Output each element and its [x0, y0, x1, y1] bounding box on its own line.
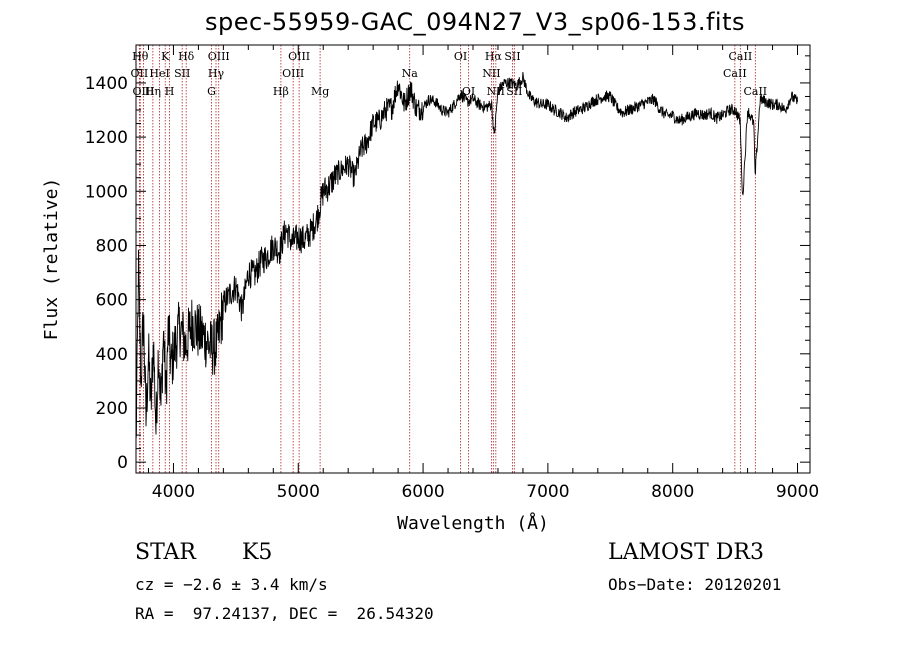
cz-value: cz = −2.6 ± 3.4 km/s	[135, 575, 328, 594]
spectrum-layer	[135, 71, 798, 440]
y-tick-label: 0	[117, 453, 128, 473]
line-marker-label: Hβ	[273, 85, 289, 98]
y-axis-label: Flux (relative)	[41, 178, 62, 341]
chart-title: spec-55959-GAC_094N27_V3_sp06-153.fits	[205, 8, 745, 36]
line-marker-label: NII	[482, 67, 500, 80]
y-tick-label: 600	[96, 291, 128, 311]
line-marker-label: CaII	[729, 50, 753, 63]
line-marker-label: Hγ	[208, 67, 225, 80]
line-marker-label: Hθ	[132, 50, 149, 63]
line-marker-label: K	[161, 50, 170, 63]
line-marker-label: Mg	[311, 85, 329, 98]
line-marker-label: G	[207, 85, 216, 98]
y-tick-label: 200	[96, 399, 128, 419]
x-tick-label: 9000	[776, 482, 819, 502]
line-marker-label: SII	[174, 67, 190, 80]
axes-layer: 4000 5000 6000 7000 8000 9000 0 200 400 600 800 100…	[85, 45, 819, 502]
line-marker-label: OIII	[132, 85, 154, 98]
line-marker-label: HeI	[149, 67, 169, 80]
x-axis-label: Wavelength (Å)	[397, 512, 549, 534]
line-marker-label: Na	[402, 67, 419, 80]
line-marker-label: SII	[504, 50, 520, 63]
subclass: K5	[242, 540, 273, 565]
y-tick-label: 400	[96, 345, 128, 365]
x-tick-label: 4000	[152, 482, 195, 502]
y-tick-label: 800	[96, 236, 128, 256]
spectrum-line	[135, 71, 798, 440]
obs-date: Obs−Date: 20120201	[608, 575, 782, 594]
line-marker-label: H	[165, 85, 175, 98]
line-marker-label: OIII	[208, 50, 230, 63]
object-type: STAR	[135, 540, 196, 565]
line-marker-label: CaII	[723, 67, 747, 80]
line-marker-label: Hα	[485, 50, 503, 63]
x-tick-label: 8000	[651, 482, 694, 502]
y-tick-label: 1400	[85, 74, 128, 94]
x-tick-label: 5000	[277, 482, 320, 502]
x-tick-label: 6000	[401, 482, 444, 502]
line-marker-label: Hδ	[178, 50, 195, 63]
ra-dec: RA = 97.24137, DEC = 26.54320	[135, 604, 434, 623]
y-tick-label: 1200	[85, 128, 128, 148]
survey-name: LAMOST DR3	[608, 540, 764, 565]
x-tick-label: 7000	[526, 482, 569, 502]
line-marker-label: OIII	[282, 67, 304, 80]
line-marker-label: OIII	[288, 50, 310, 63]
line-marker-label: OI	[454, 50, 467, 63]
line-marker-label: Hη	[145, 85, 161, 98]
y-tick-label: 1000	[85, 182, 128, 202]
